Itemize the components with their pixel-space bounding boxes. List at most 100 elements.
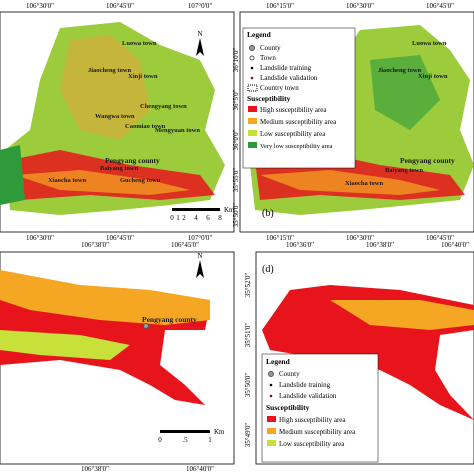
scale-tick: 8 — [218, 214, 222, 222]
lat-label: 35°55'0" — [232, 168, 240, 193]
legend-item: Landslide training — [279, 381, 331, 389]
coord-label: 107°0'0" — [188, 2, 213, 10]
medium-area — [15, 170, 190, 195]
legend-item: High susceptibility area — [260, 106, 327, 114]
lat-label: 35°50'0" — [232, 203, 240, 228]
scale-tick: 1 — [208, 436, 212, 444]
town-label: Luowa town — [412, 40, 447, 47]
legend-swatch — [267, 416, 276, 422]
lat-label: 36°0'0" — [232, 129, 240, 150]
town-label: Mengyuan town — [155, 127, 200, 134]
coord-label: 106°15'0" — [266, 2, 294, 10]
legend-swatch — [248, 142, 257, 148]
coord-label: 106°30'0" — [26, 2, 54, 10]
coord-label: 106°36'0" — [286, 241, 314, 249]
scale-unit: Km — [214, 428, 225, 436]
legend-item: Low susceptibility area — [279, 440, 345, 448]
legend-subtitle: Susceptibility — [266, 403, 310, 412]
legend-item: Very low susceptibility area — [260, 143, 332, 150]
county-label: Pengyang county — [105, 156, 160, 165]
town-label: Caomiao town — [125, 123, 166, 130]
town-label: Xinji town — [128, 73, 158, 80]
scale-tick: 6 — [206, 214, 210, 222]
scale-bar — [172, 208, 220, 211]
coord-label: 106°30'0" — [346, 234, 374, 242]
scale-tick: 4 — [194, 214, 198, 222]
coord-label: 106°40'0" — [441, 241, 469, 249]
legend-symbol — [249, 45, 255, 51]
coord-label: 106°45'0" — [426, 2, 454, 10]
north-label: N — [197, 30, 202, 38]
scale-bar — [160, 430, 210, 433]
legend-item: County — [279, 370, 300, 378]
scale-tick: .5 — [182, 436, 188, 444]
coord-label: 106°30'0" — [26, 234, 54, 242]
legend-item: Low susceptibility area — [260, 130, 326, 138]
legend-box — [242, 27, 356, 169]
scale-tick: 1 — [176, 214, 180, 222]
north-arrow — [196, 38, 204, 56]
legend-item: County — [260, 44, 281, 52]
very-low-area — [370, 55, 440, 130]
town-label: Xinji town — [418, 73, 448, 80]
coord-label: 106°38'0" — [81, 465, 109, 473]
panel-a: 106°30'0" 106°45'0" 107°0'0" 106°30'0" 1… — [0, 2, 235, 242]
legend-item: Town — [260, 54, 276, 62]
coord-label: 106°45'0" — [426, 234, 454, 242]
legend-symbol — [247, 84, 258, 92]
county-label: Pengyang county — [142, 315, 197, 324]
scale-tick: 0 — [170, 214, 174, 222]
panel-b: 106°15'0" 106°30'0" 106°45'0" 106°15'0" … — [232, 2, 474, 242]
legend-item: Medium susceptibility area — [279, 428, 356, 436]
legend-title: Legend — [247, 30, 272, 39]
scale-tick: 0 — [158, 436, 162, 444]
coord-label: 106°40'0" — [186, 465, 214, 473]
town-label: Luowa town — [122, 40, 157, 47]
town-label: Xiaocha town — [48, 177, 86, 184]
panel-label: (d) — [262, 264, 274, 275]
legend-item: Landslide training — [260, 64, 312, 72]
panel-d: 106°36'0" 106°38'0" 106°40'0" 35°52'0" 3… — [244, 241, 474, 465]
legend-symbol — [268, 371, 274, 377]
coord-label: 106°38'0" — [81, 241, 109, 249]
coord-label: 106°45'0" — [106, 234, 134, 242]
legend-swatch — [267, 440, 276, 446]
medium-area — [60, 35, 150, 140]
coord-label: 106°45'0" — [171, 241, 199, 249]
town-label: Gucheng town — [120, 177, 161, 184]
legend-swatch — [267, 428, 276, 434]
legend-swatch — [248, 118, 257, 124]
medium-area — [260, 170, 440, 195]
county-symbol — [143, 323, 149, 329]
town-label: Chengyang town — [140, 103, 187, 110]
town-label: Wangwa town — [95, 113, 135, 120]
legend-swatch — [248, 106, 257, 112]
town-label: Baiyang town — [100, 165, 138, 172]
lat-label: 36°5'0" — [232, 89, 240, 110]
lat-label: 35°52'0" — [244, 273, 252, 298]
coord-label: 107°0'0" — [188, 234, 213, 242]
lat-label: 35°50'0" — [244, 373, 252, 398]
very-low-area — [0, 145, 25, 205]
medium-area — [0, 270, 210, 325]
legend-item: High susceptibility area — [279, 416, 346, 424]
low-area — [0, 330, 130, 360]
town-label: Baiyang town — [385, 167, 423, 174]
legend-item: Landslide validation — [279, 392, 337, 400]
town-label: Jiaocheng town — [88, 67, 132, 74]
legend-title: Legend — [266, 357, 291, 366]
legend-symbol — [250, 76, 254, 80]
scale-tick: 2 — [182, 214, 186, 222]
lat-label: 35°49'0" — [244, 423, 252, 448]
coord-label: 106°45'0" — [106, 2, 134, 10]
north-label: N — [197, 252, 202, 260]
town-label: Xiaocha town — [345, 180, 383, 187]
county-label: Pengyang county — [400, 156, 455, 165]
lat-label: 35°51'0" — [244, 323, 252, 348]
legend-swatch — [248, 130, 257, 136]
legend-subtitle: Susceptibility — [247, 94, 291, 103]
legend-item: Landslide validation — [260, 74, 318, 82]
legend-symbol — [269, 394, 273, 398]
legend-box — [261, 353, 379, 463]
